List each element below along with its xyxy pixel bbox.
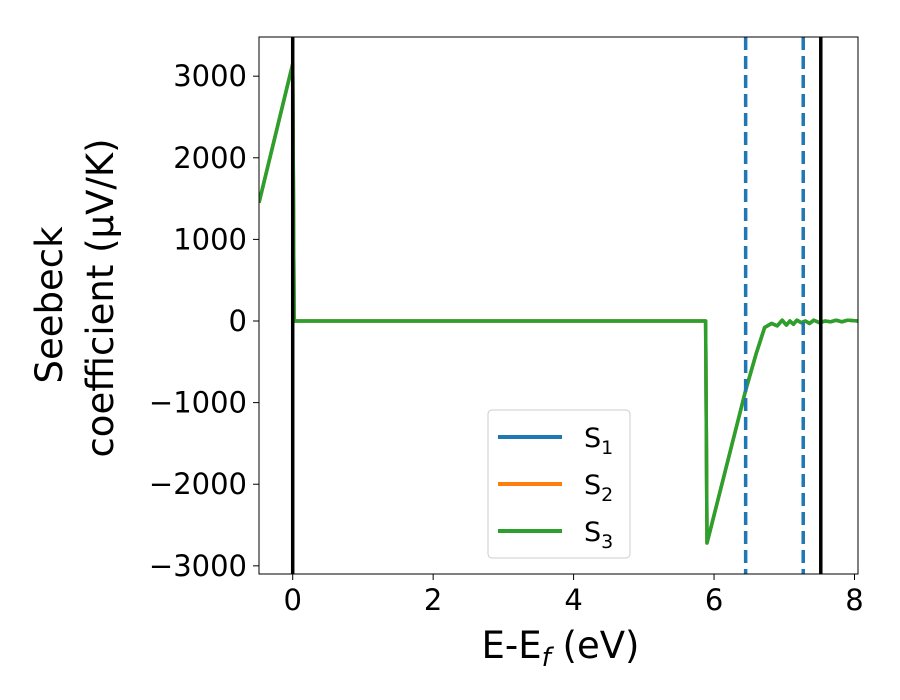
y-tick-label: −3000 xyxy=(149,549,247,583)
y-axis-title-line2: coefficient (μV/K) xyxy=(79,138,122,457)
legend-label-2: S2 xyxy=(584,470,613,506)
series-line-3 xyxy=(259,62,858,545)
y-axis: 3000 2000 1000 0 −1000 −2000 −3000 xyxy=(149,59,259,583)
x-tick-label: 8 xyxy=(845,583,863,617)
legend-label-1: S1 xyxy=(584,423,613,459)
reference-lines xyxy=(290,37,823,574)
y-tick-label: 0 xyxy=(229,304,247,338)
x-tick-label: 6 xyxy=(705,583,723,617)
legend-label-3: S3 xyxy=(584,517,613,553)
plot-frame xyxy=(258,36,859,575)
x-tick-label: 4 xyxy=(564,583,582,617)
legend: S1 S2 S3 xyxy=(487,409,631,559)
x-axis-title: E-Ef (eV) xyxy=(482,624,640,673)
y-tick-label: 1000 xyxy=(173,222,247,256)
series-layer xyxy=(259,62,858,545)
x-tick-label: 2 xyxy=(424,583,442,617)
y-axis-title: Seebeck coefficient (μV/K) xyxy=(28,138,122,457)
y-tick-label: 3000 xyxy=(173,59,247,93)
y-axis-title-line1: Seebeck xyxy=(28,226,71,384)
y-tick-label: −1000 xyxy=(149,386,247,420)
y-tick-label: −2000 xyxy=(149,467,247,501)
y-tick-label: 2000 xyxy=(173,141,247,175)
x-axis: 0 2 4 6 8 xyxy=(283,574,864,617)
x-tick-label: 0 xyxy=(283,583,301,617)
